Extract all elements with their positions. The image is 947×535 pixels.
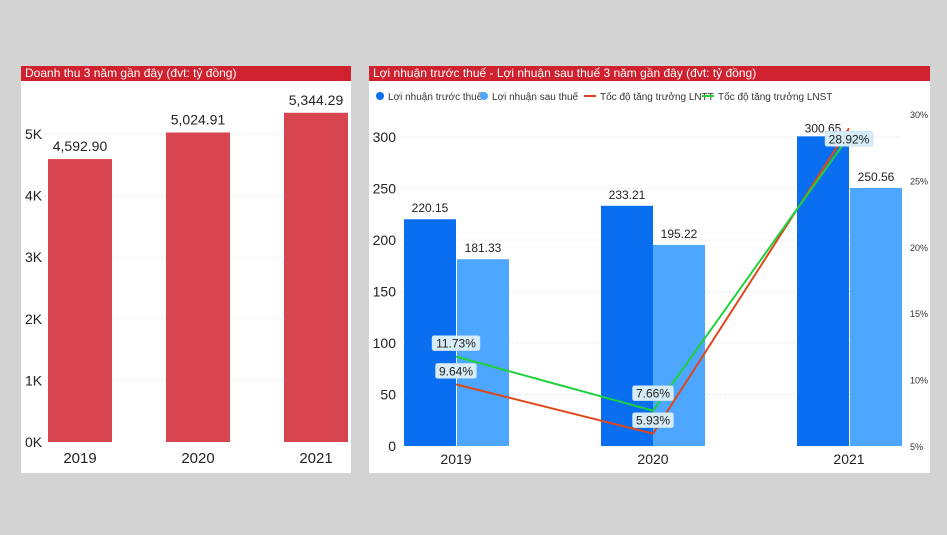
revenue-bar xyxy=(48,159,112,442)
y-tick-label: 1K xyxy=(25,372,43,388)
growth-data-label: 5.93% xyxy=(636,414,670,428)
y-tick-label: 150 xyxy=(373,284,397,300)
y-tick-label: 2K xyxy=(25,311,43,327)
growth-pretax-line xyxy=(455,127,850,435)
profit-chart-title: Lợi nhuận trước thuế - Lợi nhuận sau thu… xyxy=(369,66,930,81)
growth-data-label: 9.64% xyxy=(439,364,473,378)
profit-chart-panel: Lợi nhuận trước thuế - Lợi nhuận sau thu… xyxy=(369,66,930,473)
revenue-bar xyxy=(166,132,230,442)
revenue-data-label: 5,024.91 xyxy=(171,111,226,127)
y2-tick-label: 30% xyxy=(910,110,928,120)
legend-marker xyxy=(376,92,384,100)
x-tick-label: 2019 xyxy=(440,451,471,467)
legend-label: Tốc độ tăng trưởng LNST xyxy=(718,91,832,103)
pretax-profit-bar xyxy=(797,136,849,446)
legend-label: Lợi nhuận trước thuế xyxy=(388,91,483,103)
y-tick-label: 50 xyxy=(380,387,396,403)
bar-data-label: 195.22 xyxy=(661,227,698,241)
revenue-chart: 0K 1K 2K 3K 4K 5K 4,592.90 2019 5,024.91 2020 5,34… xyxy=(25,92,349,467)
pretax-profit-bar xyxy=(404,219,456,446)
y2-tick-label: 10% xyxy=(910,376,928,386)
y2-tick-label: 20% xyxy=(910,243,928,253)
bar-data-label: 181.33 xyxy=(465,241,502,255)
y-tick-label: 0K xyxy=(25,434,43,450)
growth-posttax-line xyxy=(455,135,850,412)
y-tick-label: 200 xyxy=(373,232,397,248)
growth-label-badge xyxy=(435,363,477,379)
y2-tick-label: 25% xyxy=(910,176,928,186)
y-tick-label: 0 xyxy=(388,438,396,454)
legend-label: Tốc độ tăng trưởng LNTT xyxy=(600,91,714,103)
growth-data-label: 28.92% xyxy=(829,132,870,146)
growth-data-label: 11.73% xyxy=(436,337,476,351)
growth-data-label: 7.66% xyxy=(636,387,670,401)
y2-tick-label: 5% xyxy=(910,442,923,452)
x-tick-label: 2020 xyxy=(637,451,668,467)
growth-label-badge xyxy=(431,335,481,351)
x-tick-label: 2021 xyxy=(833,451,864,467)
bar-data-label: 233.21 xyxy=(609,188,646,202)
revenue-data-label: 5,344.29 xyxy=(289,92,344,108)
y-tick-label: 100 xyxy=(373,335,397,351)
revenue-data-label: 4,592.90 xyxy=(53,138,108,154)
growth-label-badge xyxy=(824,131,874,147)
revenue-chart-panel: Doanh thu 3 năm gần đây (đvt: tỷ đồng) 0… xyxy=(21,66,351,473)
revenue-chart-title: Doanh thu 3 năm gần đây (đvt: tỷ đồng) xyxy=(21,66,351,81)
x-tick-label: 2019 xyxy=(63,450,96,467)
legend-label: Lợi nhuận sau thuế xyxy=(492,91,579,103)
pretax-profit-bar xyxy=(601,205,653,446)
y-tick-label: 4K xyxy=(25,188,43,204)
y-tick-label: 3K xyxy=(25,249,43,265)
legend-marker xyxy=(480,92,488,100)
posttax-profit-bar xyxy=(850,187,902,446)
growth-label-badge xyxy=(632,385,674,401)
x-tick-label: 2021 xyxy=(299,450,332,467)
profit-chart: Lợi nhuận trước thuế Lợi nhuận sau thuế Tố… xyxy=(373,91,928,467)
y2-tick-label: 15% xyxy=(910,309,928,319)
y-tick-label: 300 xyxy=(373,129,397,145)
y-tick-label: 250 xyxy=(373,181,397,197)
revenue-bar xyxy=(284,112,348,442)
posttax-profit-bar xyxy=(457,259,509,446)
x-tick-label: 2020 xyxy=(181,450,214,467)
growth-label-badge xyxy=(632,412,674,428)
y-tick-label: 5K xyxy=(25,126,43,142)
bar-data-label: 250.56 xyxy=(858,170,895,184)
bar-data-label: 220.15 xyxy=(412,201,449,215)
